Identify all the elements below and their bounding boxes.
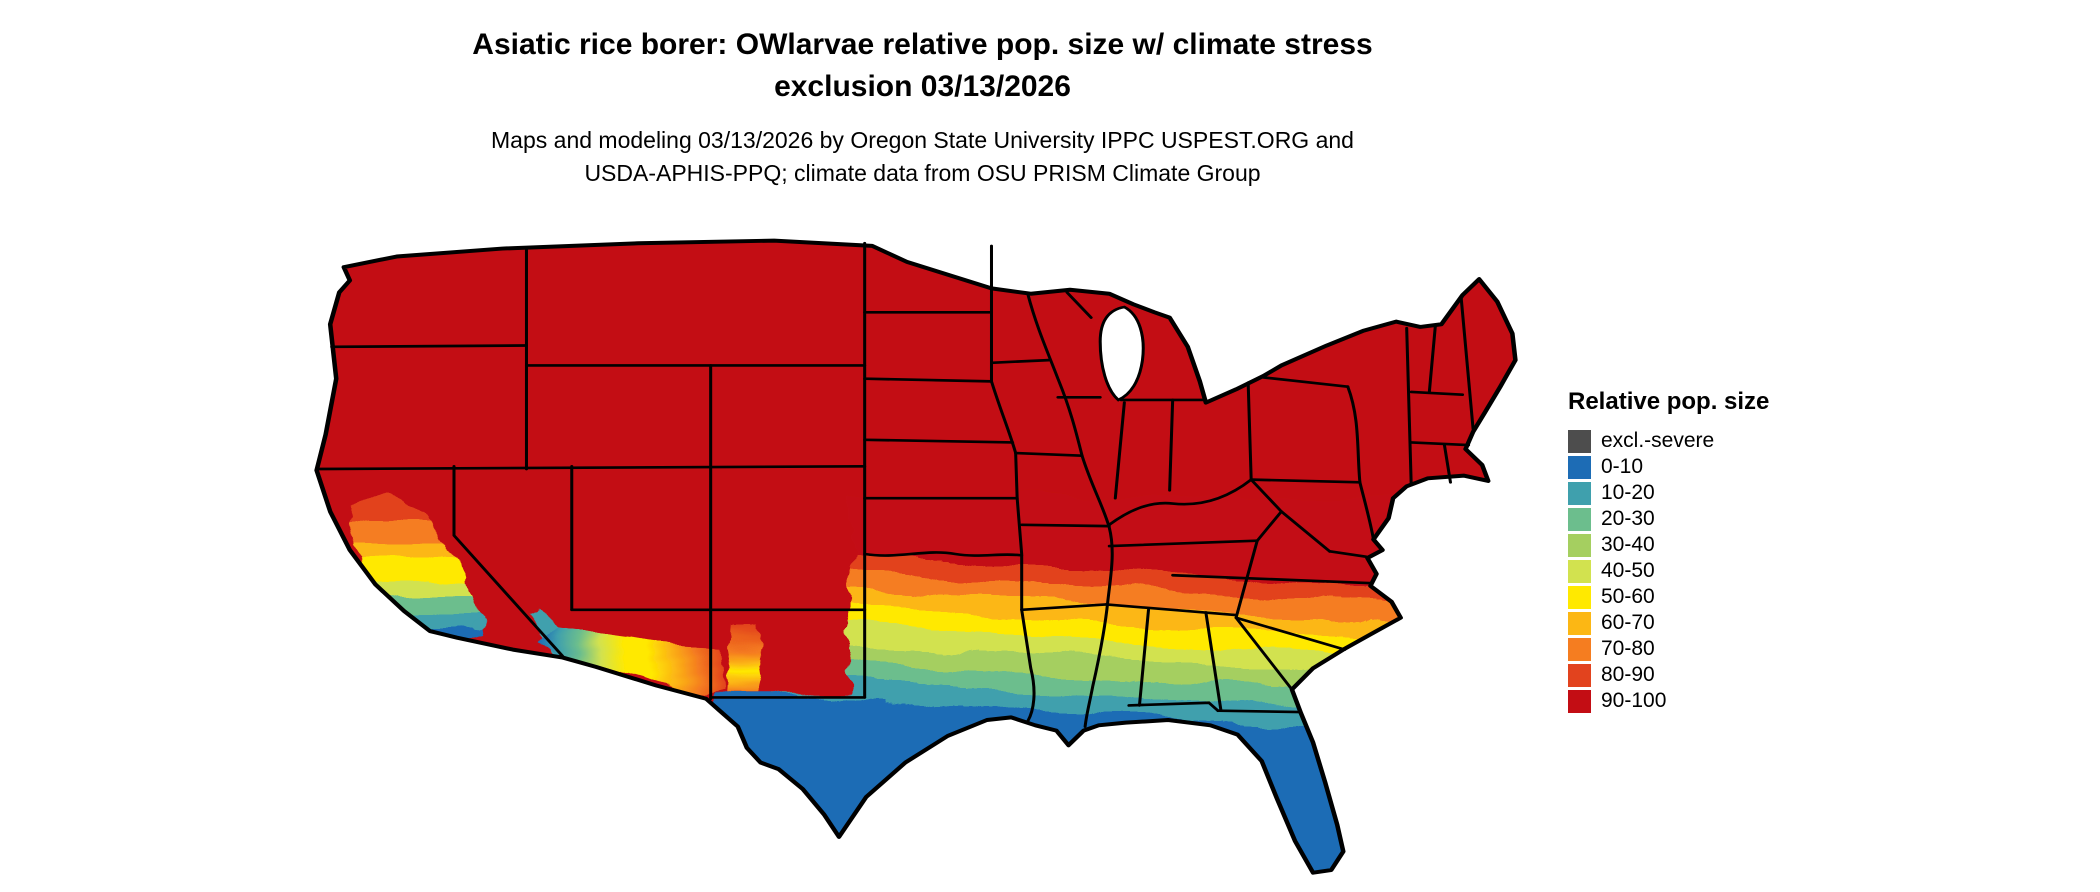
- legend-row: excl.-severe: [1568, 428, 1769, 454]
- legend-swatch-20-30: [1568, 507, 1591, 531]
- legend-swatch-30-40: [1568, 533, 1591, 557]
- page-subtitle: Maps and modeling 03/13/2026 by Oregon S…: [0, 124, 1845, 190]
- new-mexico-patch: [724, 623, 761, 695]
- us-map: [300, 222, 1532, 886]
- legend-label: 0-10: [1601, 455, 1644, 478]
- legend-swatch-40-50: [1568, 559, 1591, 583]
- legend-label: 40-50: [1601, 559, 1655, 582]
- legend-swatch-excl-severe: [1568, 429, 1591, 453]
- legend-row: 40-50: [1568, 558, 1769, 584]
- map-canvas: [314, 238, 1518, 875]
- legend-swatch-60-70: [1568, 611, 1591, 635]
- us-outline: [314, 238, 1518, 875]
- lake-michigan: [1098, 305, 1145, 402]
- legend-row: 30-40: [1568, 532, 1769, 558]
- legend-swatch-70-80: [1568, 637, 1591, 661]
- legend-label: 80-90: [1601, 663, 1655, 686]
- legend-swatch-90-100: [1568, 689, 1591, 713]
- legend-row: 60-70: [1568, 610, 1769, 636]
- legend-label: excl.-severe: [1601, 429, 1715, 452]
- legend-swatch-0-10: [1568, 455, 1591, 479]
- arizona-patch: [538, 625, 723, 697]
- map-header: Asiatic rice borer: OWlarvae relative po…: [0, 24, 1845, 190]
- page-title-line-2: exclusion 03/13/2026: [774, 70, 1071, 103]
- legend-label: 60-70: [1601, 611, 1655, 634]
- salton-teal-patch: [467, 616, 483, 630]
- legend-label: 70-80: [1601, 637, 1655, 660]
- legend-row: 80-90: [1568, 662, 1769, 688]
- legend-label: 10-20: [1601, 481, 1655, 504]
- legend-row: 90-100: [1568, 688, 1769, 714]
- page-subtitle-line-2: USDA-APHIS-PPQ; climate data from OSU PR…: [584, 160, 1261, 186]
- legend-title: Relative pop. size: [1568, 388, 1770, 415]
- page-title-line-1: Asiatic rice borer: OWlarvae relative po…: [472, 28, 1373, 61]
- legend-row: 20-30: [1568, 506, 1769, 532]
- legend-label: 90-100: [1601, 689, 1667, 712]
- page-subtitle-line-1: Maps and modeling 03/13/2026 by Oregon S…: [491, 127, 1354, 153]
- legend-row: 10-20: [1568, 480, 1769, 506]
- legend-label: 50-60: [1601, 585, 1655, 608]
- legend-row: 0-10: [1568, 454, 1769, 480]
- legend-row: 50-60: [1568, 584, 1769, 610]
- legend-label: 20-30: [1601, 507, 1655, 530]
- legend-label: 30-40: [1601, 533, 1655, 556]
- legend-swatch-50-60: [1568, 585, 1591, 609]
- legend-swatch-80-90: [1568, 663, 1591, 687]
- legend: Relative pop. size excl.-severe 0-10 10-…: [1568, 388, 1769, 714]
- state-borders: [316, 241, 1475, 728]
- california-patch: [345, 492, 482, 645]
- legend-row: 70-80: [1568, 636, 1769, 662]
- legend-swatch-10-20: [1568, 481, 1591, 505]
